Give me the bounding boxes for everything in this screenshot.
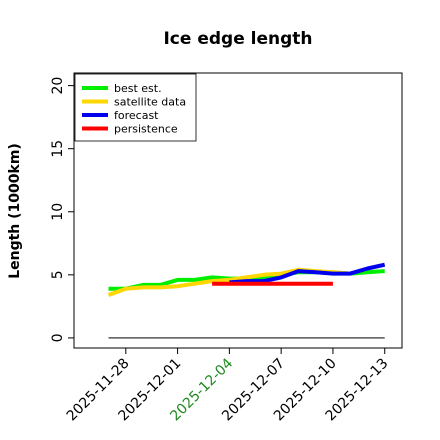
series-line-forecast	[229, 262, 386, 285]
x-axis: 2025-11-282025-12-012025-12-042025-12-07…	[64, 348, 392, 424]
y-tick-label: 15	[50, 140, 66, 158]
series-layer	[107, 262, 386, 339]
legend-label: satellite data	[114, 96, 186, 109]
legend-label: persistence	[114, 123, 178, 136]
y-tick-label: 0	[50, 333, 66, 342]
y-tick-label: 20	[50, 77, 66, 95]
legend-label: forecast	[114, 109, 159, 122]
y-axis: 0 5 10 15 20	[50, 77, 74, 342]
plot-frame	[73, 72, 403, 349]
y-axis-label: Length (1000km)	[7, 143, 23, 279]
legend-label: best est.	[114, 82, 162, 95]
legend: best est.satellite dataforecastpersisten…	[74, 73, 197, 142]
y-tick-label: 5	[50, 270, 66, 279]
chart-title: Ice edge length	[163, 29, 312, 49]
y-tick-label: 10	[50, 203, 66, 221]
